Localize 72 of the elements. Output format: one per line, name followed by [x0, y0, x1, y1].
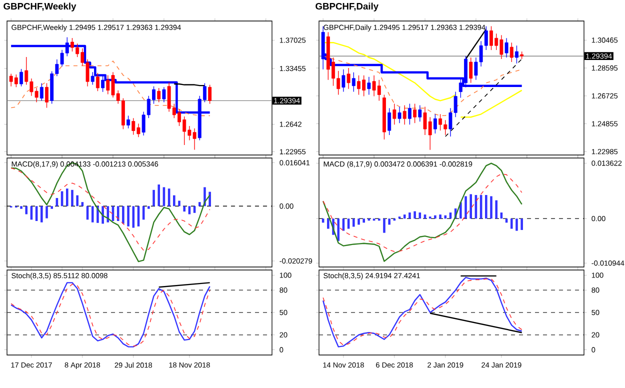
candlestick	[413, 103, 417, 124]
bar	[516, 218, 518, 231]
candlestick	[96, 72, 100, 92]
candlestick	[20, 68, 24, 87]
bar	[434, 215, 436, 219]
candlestick	[367, 76, 371, 96]
bar	[383, 218, 386, 233]
bar	[510, 218, 513, 229]
candlestick	[45, 82, 48, 108]
bar	[193, 206, 196, 213]
bar	[439, 214, 442, 219]
bar	[408, 212, 411, 219]
bar	[158, 184, 160, 206]
candlestick	[510, 42, 514, 62]
bar	[352, 218, 355, 227]
bar	[76, 195, 78, 206]
bar	[464, 196, 467, 219]
candlestick	[398, 106, 402, 124]
bar	[444, 215, 447, 219]
candlestick	[346, 68, 350, 90]
candlestick	[469, 57, 473, 84]
candlestick	[352, 72, 356, 92]
bar	[414, 211, 416, 219]
candlestick	[90, 72, 94, 86]
candlestick	[157, 88, 161, 103]
candlestick	[504, 38, 508, 58]
bar	[178, 200, 180, 206]
bar	[132, 206, 135, 228]
bar	[148, 206, 150, 209]
candlestick	[408, 103, 412, 125]
bar	[66, 188, 68, 206]
bar	[470, 194, 472, 219]
bar	[50, 206, 53, 209]
candlestick	[433, 114, 437, 134]
bar	[520, 218, 523, 230]
bar	[358, 218, 360, 225]
bar	[208, 192, 211, 206]
bar	[127, 206, 130, 226]
bar	[403, 214, 406, 219]
bar	[91, 206, 94, 222]
bar	[460, 202, 462, 219]
candlestick	[101, 76, 105, 92]
candlestick	[388, 108, 392, 136]
candlestick	[514, 45, 518, 64]
candlestick	[162, 86, 166, 103]
bar	[388, 218, 390, 225]
candlestick	[392, 103, 396, 125]
bar	[25, 206, 28, 214]
bar	[337, 218, 340, 241]
bar	[20, 206, 22, 209]
bar	[46, 206, 48, 218]
candlestick	[418, 104, 422, 122]
candlestick	[126, 115, 130, 129]
candlestick	[208, 84, 212, 104]
bar	[485, 195, 488, 219]
bar	[183, 206, 186, 212]
bar	[152, 190, 155, 206]
bar	[198, 202, 201, 206]
bar	[71, 190, 74, 206]
candlestick	[342, 69, 346, 92]
chart-title: GBPCHF,Weekly	[4, 2, 76, 12]
bar	[122, 206, 124, 224]
chart-title: GBPCHF,Daily	[316, 2, 378, 12]
bar	[362, 218, 365, 223]
bar	[327, 218, 330, 229]
bar	[40, 206, 43, 222]
bar	[490, 196, 492, 219]
bar	[347, 218, 350, 229]
bar	[495, 200, 498, 219]
candlestick	[40, 82, 44, 101]
candlestick	[402, 104, 406, 125]
bar	[173, 195, 176, 206]
